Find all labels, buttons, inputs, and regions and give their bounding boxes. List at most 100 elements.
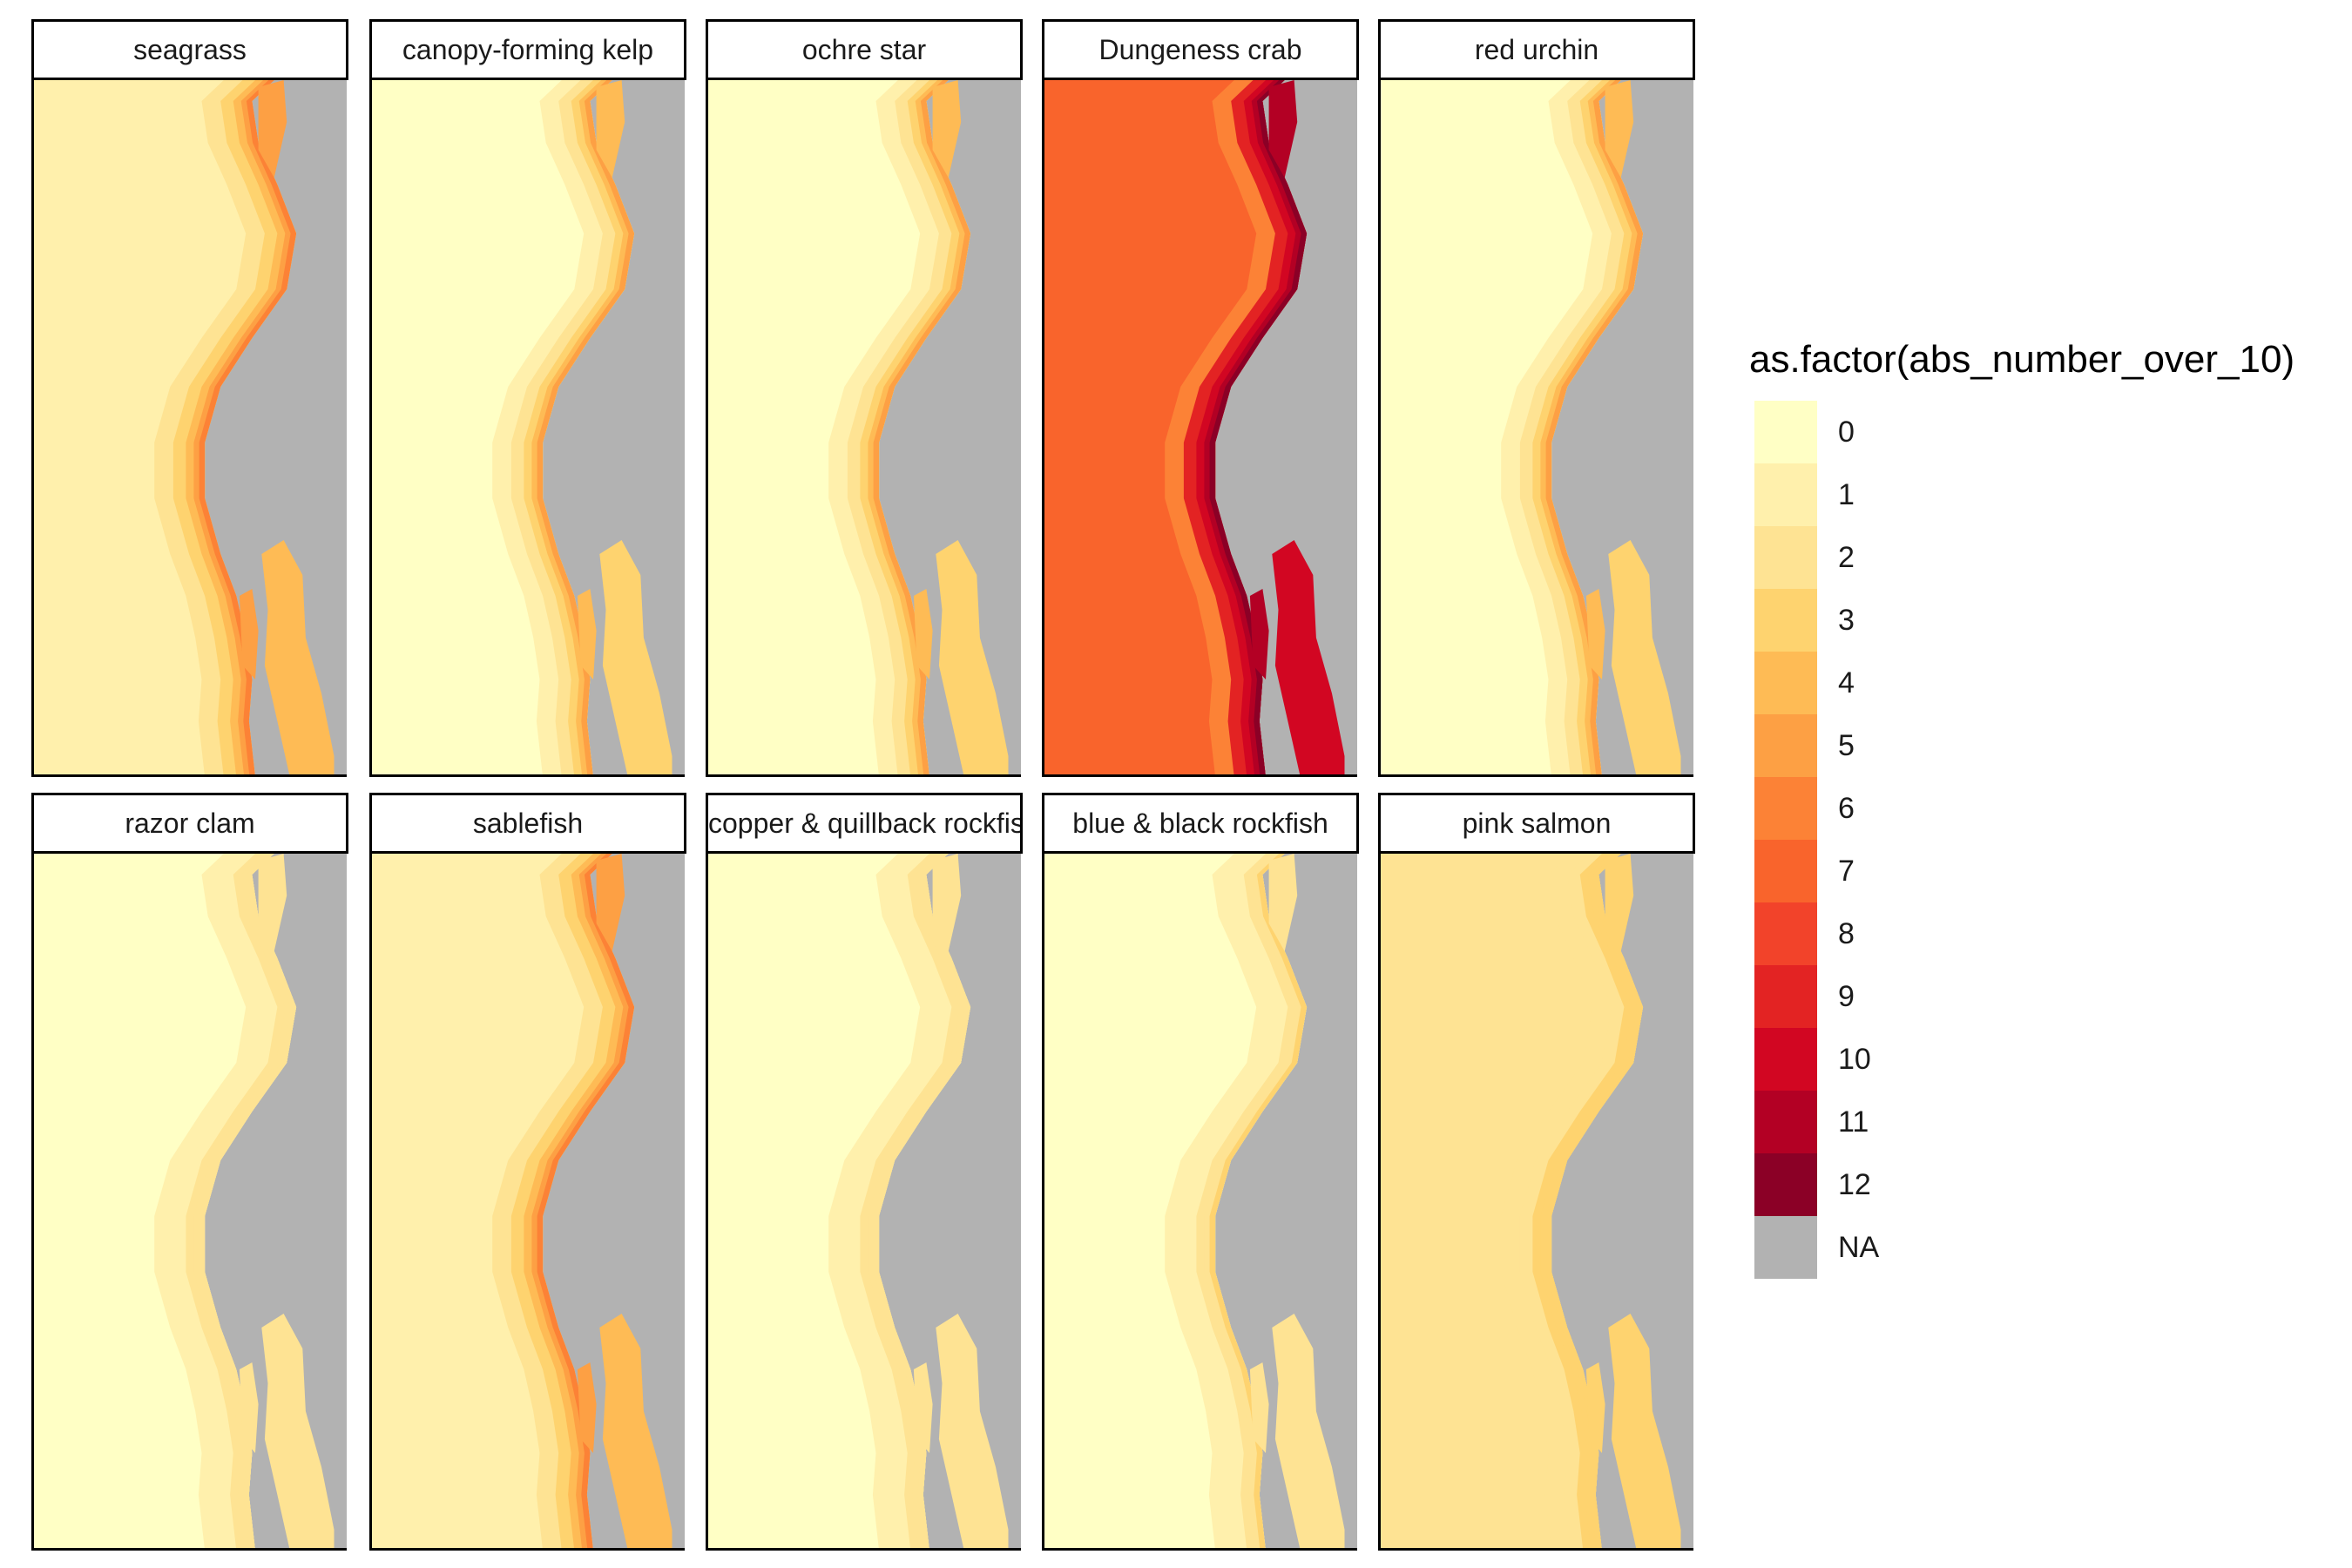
legend-label: 0: [1838, 416, 1855, 449]
legend-color-key: [1754, 1091, 1817, 1153]
inlet-cells: [936, 1314, 1009, 1551]
legend-label: 5: [1838, 729, 1855, 762]
inlet-cells: [599, 1314, 672, 1551]
legend-color-key: [1754, 840, 1817, 902]
map-raster: [31, 80, 347, 777]
inlet-cells: [1608, 1314, 1681, 1551]
legend-color-key: [1754, 1153, 1817, 1216]
facet-strip-label: razor clam: [31, 793, 348, 854]
map-raster: [369, 80, 685, 777]
nearshore-band: [1183, 854, 1308, 1551]
map-raster: [706, 80, 1021, 777]
legend-color-key: [1754, 902, 1817, 965]
nearshore-band: [1183, 80, 1308, 777]
legend-label: 11: [1838, 1105, 1869, 1139]
nearshore-band: [828, 80, 971, 777]
inlet-cells: [936, 540, 1009, 777]
inlet-cells: [1249, 589, 1269, 679]
inlet-cells: [1249, 1362, 1269, 1453]
nearshore-band: [154, 854, 297, 1551]
nearshore-band: [1165, 854, 1308, 1551]
facet-strip-label: pink salmon: [1378, 793, 1695, 854]
legend-color-key: [1754, 777, 1817, 840]
facet-strip-label: canopy-forming kelp: [369, 19, 686, 80]
legend-color-key: [1754, 1028, 1817, 1091]
inlet-cells: [1608, 540, 1681, 777]
bay-cells: [932, 80, 962, 178]
legend-color-key: [1754, 401, 1817, 463]
nearshore-band: [510, 854, 635, 1551]
inlet-cells: [239, 589, 259, 679]
bay-cells: [1605, 854, 1634, 951]
nearshore-band: [1519, 854, 1644, 1551]
nearshore-band: [847, 854, 971, 1551]
bay-cells: [1268, 80, 1298, 178]
legend-label: 4: [1838, 666, 1855, 700]
inlet-cells: [913, 589, 933, 679]
facet-strip-label: blue & black rockfish: [1042, 793, 1359, 854]
nearshore-band: [1501, 80, 1644, 777]
bay-cells: [596, 80, 625, 178]
facet-strip-label: Dungeness crab: [1042, 19, 1359, 80]
inlet-cells: [1272, 540, 1345, 777]
bay-cells: [596, 854, 625, 951]
legend-title: as.factor(abs_number_over_10): [1749, 338, 2295, 381]
legend-color-key: [1754, 463, 1817, 526]
legend-label: 2: [1838, 541, 1855, 574]
facet-strip-label: sablefish: [369, 793, 686, 854]
inlet-cells: [577, 589, 597, 679]
inlet-cells: [1272, 1314, 1345, 1551]
inlet-cells: [1585, 1362, 1605, 1453]
legend-label: 6: [1838, 792, 1855, 825]
nearshore-band: [492, 80, 635, 777]
legend-label: 1: [1838, 478, 1855, 511]
bay-cells: [1605, 80, 1634, 178]
bay-cells: [258, 80, 287, 178]
nearshore-band: [1519, 80, 1644, 777]
map-raster: [31, 854, 347, 1551]
bay-cells: [932, 854, 962, 951]
legend-color-key: [1754, 589, 1817, 652]
map-raster: [1042, 80, 1357, 777]
legend-color-key: [1754, 526, 1817, 589]
map-raster: [369, 854, 685, 1551]
bay-cells: [1268, 854, 1298, 951]
legend-label: 9: [1838, 980, 1855, 1013]
nearshore-band: [510, 80, 635, 777]
facet-strip-label: copper & quillback rockfish: [706, 793, 1023, 854]
facet-strip-label: seagrass: [31, 19, 348, 80]
facet-strip-label: ochre star: [706, 19, 1023, 80]
legend-label: 8: [1838, 917, 1855, 950]
inlet-cells: [261, 1314, 335, 1551]
nearshore-band: [154, 80, 297, 777]
legend-label: 3: [1838, 604, 1855, 637]
legend-color-key: [1754, 965, 1817, 1028]
nearshore-band: [847, 80, 971, 777]
map-raster: [1378, 854, 1693, 1551]
map-raster: [1042, 854, 1357, 1551]
inlet-cells: [261, 540, 335, 777]
nearshore-band: [172, 854, 297, 1551]
bay-cells: [258, 854, 287, 951]
inlet-cells: [599, 540, 672, 777]
inlet-cells: [1585, 589, 1605, 679]
inlet-cells: [577, 1362, 597, 1453]
nearshore-band: [1165, 80, 1308, 777]
map-raster: [706, 854, 1021, 1551]
facet-strip-label: red urchin: [1378, 19, 1695, 80]
legend-label: 7: [1838, 855, 1855, 888]
legend-label: 10: [1838, 1043, 1871, 1076]
nearshore-band: [492, 854, 635, 1551]
legend-color-key: [1754, 1216, 1817, 1279]
legend-label: 12: [1838, 1168, 1871, 1201]
inlet-cells: [913, 1362, 933, 1453]
nearshore-band: [828, 854, 971, 1551]
nearshore-band: [172, 80, 297, 777]
legend-label: NA: [1838, 1231, 1880, 1264]
legend-color-key: [1754, 714, 1817, 777]
inlet-cells: [239, 1362, 259, 1453]
map-raster: [1378, 80, 1693, 777]
nearshore-band: [1501, 854, 1644, 1551]
legend-color-key: [1754, 652, 1817, 714]
